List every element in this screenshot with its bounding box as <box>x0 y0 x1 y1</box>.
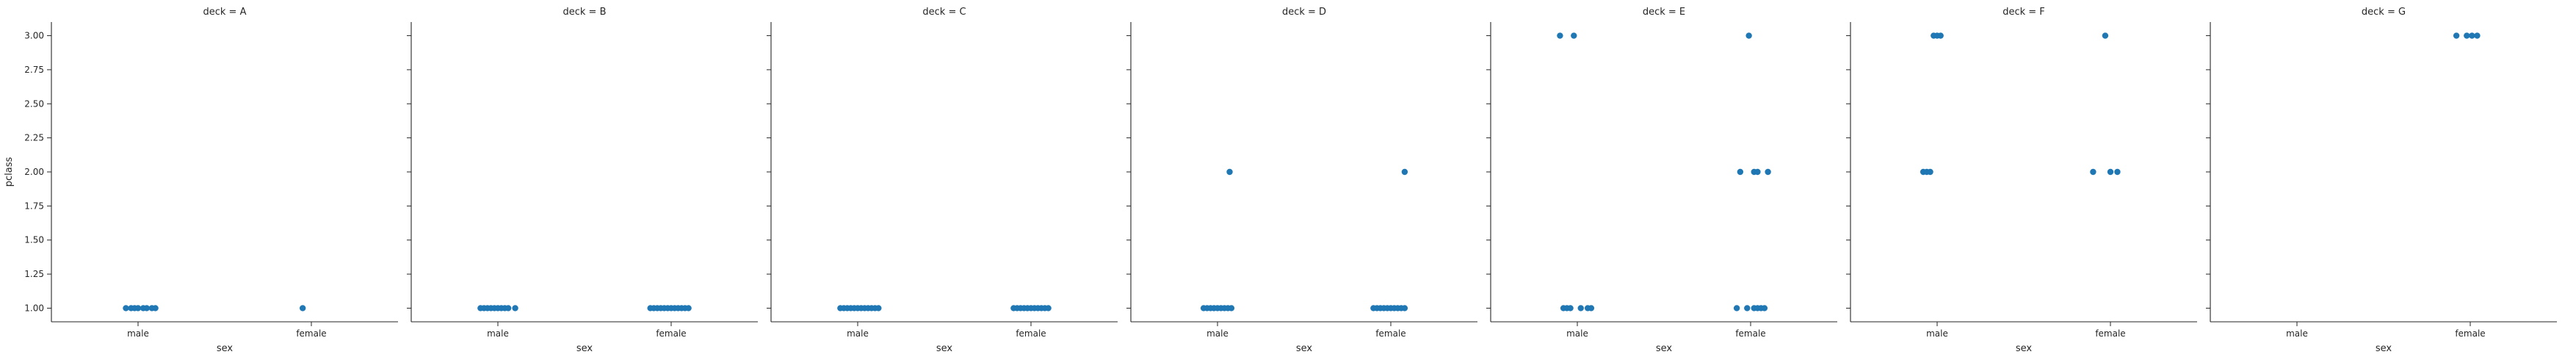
facet-title: deck = G <box>2362 7 2406 18</box>
facet-title: deck = F <box>2002 7 2045 18</box>
x-tick-label: male <box>2286 328 2308 339</box>
data-point <box>504 305 512 312</box>
data-point <box>1571 32 1577 39</box>
y-tick-label: 1.25 <box>24 269 44 279</box>
x-tick-label: male <box>1566 328 1588 339</box>
y-tick-label: 2.00 <box>24 167 44 177</box>
x-tick-label: male <box>487 328 509 339</box>
x-axis-label: sex <box>1656 343 1673 354</box>
y-tick-label: 2.50 <box>24 98 44 109</box>
facet-4: deck = D male female sex <box>1126 7 1477 354</box>
x-axis-label: sex <box>217 343 234 354</box>
facet-title: deck = D <box>1282 7 1326 18</box>
data-point <box>1745 32 1752 39</box>
data-point <box>134 305 142 312</box>
facet-title: deck = E <box>1643 7 1685 18</box>
data-point <box>1733 305 1740 312</box>
facet-3: deck = C male female sex <box>767 7 1118 354</box>
x-axis-label: sex <box>2376 343 2392 354</box>
data-point <box>1401 168 1408 176</box>
data-point <box>685 305 692 312</box>
y-axis-label: pclass <box>4 157 15 187</box>
data-point <box>152 305 159 312</box>
data-point <box>2102 32 2109 39</box>
data-point <box>875 305 882 312</box>
facet-1: deck = A 1.00 1.25 1.50 1.75 2.00 2.25 2.50 2.75… <box>4 7 398 354</box>
y-tick-label: 1.75 <box>24 201 44 211</box>
data-point <box>1226 168 1233 176</box>
data-point <box>512 305 518 312</box>
data-point <box>1937 32 1944 39</box>
data-point <box>1761 305 1768 312</box>
x-tick-label: female <box>2095 328 2125 339</box>
data-point <box>1045 305 1052 312</box>
data-point <box>1927 168 1933 176</box>
data-point <box>1765 168 1771 176</box>
facet-6: deck = F male female sex <box>1846 7 2197 354</box>
data-point <box>1588 305 1595 312</box>
y-tick-label: 2.25 <box>24 133 44 143</box>
facet-title: deck = B <box>562 7 606 18</box>
x-tick-label: female <box>656 328 686 339</box>
data-point <box>2474 32 2481 39</box>
x-axis-label: sex <box>1296 343 1313 354</box>
x-axis-label: sex <box>576 343 593 354</box>
data-point <box>2114 168 2121 176</box>
facet-5: deck = E male female sex <box>1486 7 1837 354</box>
data-point <box>143 305 150 312</box>
facet-title: deck = C <box>922 7 966 18</box>
data-point <box>1557 32 1563 39</box>
data-point <box>1754 168 1761 176</box>
data-point <box>1737 168 1744 176</box>
x-tick-label: female <box>2455 328 2485 339</box>
data-point <box>1228 305 1235 312</box>
data-point <box>300 305 306 312</box>
data-point <box>2469 32 2475 39</box>
y-tick-label: 1.50 <box>24 235 44 245</box>
x-axis-label: sex <box>2016 343 2033 354</box>
facet-7: deck = G male female sex <box>2206 7 2557 354</box>
x-tick-label: female <box>296 328 326 339</box>
data-point <box>1744 305 1751 312</box>
x-tick-label: female <box>1375 328 1405 339</box>
data-point <box>1401 305 1408 312</box>
x-tick-label: male <box>127 328 149 339</box>
data-point <box>2090 168 2096 176</box>
x-axis-label: sex <box>936 343 953 354</box>
data-point <box>1577 305 1584 312</box>
x-tick-label: female <box>1016 328 1046 339</box>
facet-title: deck = A <box>203 7 247 18</box>
x-tick-label: female <box>1735 328 1765 339</box>
x-tick-label: male <box>847 328 869 339</box>
y-tick-label: 2.75 <box>24 65 44 75</box>
y-tick-label: 1.00 <box>24 303 44 313</box>
data-point <box>2464 32 2470 39</box>
data-point <box>1567 305 1574 312</box>
data-point <box>123 305 129 312</box>
x-tick-label: male <box>1206 328 1229 339</box>
data-point <box>2453 32 2460 39</box>
facet-2: deck = B male female sex <box>407 7 758 354</box>
data-point <box>2107 168 2114 176</box>
x-tick-label: male <box>1926 328 1948 339</box>
y-tick-label: 3.00 <box>24 31 44 41</box>
